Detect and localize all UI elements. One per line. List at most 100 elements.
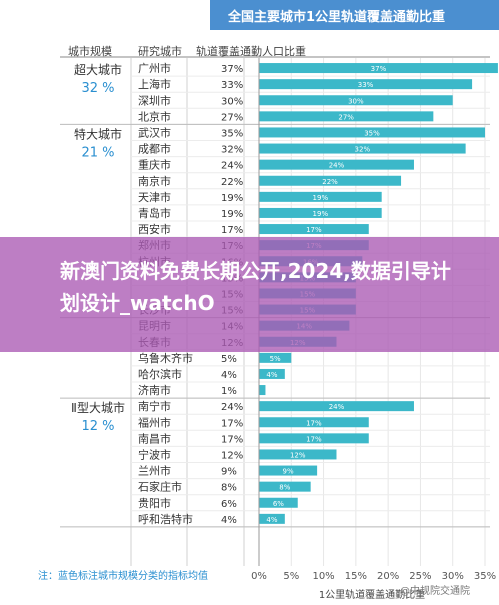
bar-data-label: 30% (348, 97, 364, 105)
bar-data-label: 22% (322, 178, 338, 186)
group-average: 32 % (81, 81, 114, 96)
value-label: 8% (221, 483, 237, 494)
city-label: 福州市 (138, 415, 171, 429)
value-label: 19% (221, 209, 243, 220)
watermark-text: @中规院交通院 (400, 586, 470, 597)
value-label: 32% (221, 145, 243, 156)
value-label: 6% (221, 499, 237, 510)
bar (259, 63, 498, 74)
city-label: 南宁市 (138, 399, 171, 413)
bar-data-label: 12% (290, 451, 306, 459)
chart-title: 全国主要城市1公里轨道覆盖通勤比重 (228, 10, 446, 25)
column-header-city: 研究城市 (138, 45, 182, 58)
chart-title-bar (210, 0, 499, 30)
value-label: 1% (221, 386, 237, 397)
bar-data-label: 17% (306, 419, 322, 427)
bar-data-label: 24% (329, 403, 345, 411)
bar-data-label: 32% (355, 146, 371, 154)
bar-data-label: 33% (358, 81, 374, 89)
value-label: 12% (221, 450, 243, 461)
value-label: 17% (221, 434, 243, 445)
bar (259, 111, 434, 122)
bar (259, 433, 369, 444)
value-label: 17% (221, 418, 243, 429)
city-label: 南京市 (138, 174, 171, 188)
x-tick-label: 25% (409, 571, 431, 582)
bar-data-label: 9% (283, 468, 294, 476)
bar (259, 143, 466, 154)
x-tick-label: 15% (345, 571, 367, 582)
value-label: 9% (221, 467, 237, 478)
x-axis-caption: 1公里轨道覆盖通勤比重 (319, 588, 425, 601)
bar (259, 385, 266, 396)
bar (259, 497, 298, 508)
footnote: 注：蓝色标注城市规模分类的指标均值 (38, 569, 208, 582)
value-label: 4% (221, 515, 237, 526)
city-label: 石家庄市 (138, 480, 182, 494)
bar-data-label: 37% (371, 65, 387, 73)
city-label: 济南市 (138, 383, 171, 397)
group-average: 12 % (81, 419, 114, 434)
value-label: 22% (221, 177, 243, 188)
bar-data-label: 4% (266, 371, 277, 379)
promo-overlay-text: 新澳门资料免费长期公开,2024,数据引导计划设计_watchO (60, 259, 451, 315)
bar-data-label: 19% (313, 194, 329, 202)
bar (259, 127, 485, 138)
bar (259, 449, 337, 460)
value-label: 37% (221, 64, 243, 75)
city-label: 西安市 (138, 222, 171, 236)
bar (259, 513, 285, 524)
bar (259, 175, 402, 186)
column-header-ratio: 轨道覆盖通勤人口比重 (196, 45, 306, 58)
value-label: 30% (221, 96, 243, 107)
bar (259, 417, 369, 428)
bar-data-label: 8% (279, 484, 290, 492)
value-label: 24% (221, 402, 243, 413)
value-label: 5% (221, 354, 237, 365)
bar (259, 191, 382, 202)
bar (259, 465, 318, 476)
bar-data-label: 6% (273, 500, 284, 508)
city-label: 贵阳市 (138, 496, 171, 510)
city-label: 宁波市 (138, 447, 171, 461)
bar-data-label: 5% (270, 355, 281, 363)
bar (259, 79, 473, 90)
x-tick-label: 10% (312, 571, 334, 582)
bar (259, 368, 285, 379)
x-tick-label: 35% (474, 571, 496, 582)
bar-data-label: 4% (266, 516, 277, 524)
group-name: 特大城市 (74, 126, 122, 141)
value-label: 33% (221, 80, 243, 91)
bar (259, 95, 453, 106)
value-label: 27% (221, 112, 243, 123)
x-tick-label: 30% (442, 571, 464, 582)
value-label: 35% (221, 128, 243, 139)
bar-data-label: 19% (313, 210, 329, 218)
value-label: 24% (221, 161, 243, 172)
value-label: 4% (221, 370, 237, 381)
city-label: 天津市 (138, 190, 171, 204)
city-label: 兰州市 (138, 464, 171, 478)
city-label: 南昌市 (138, 431, 171, 445)
bar-data-label: 27% (338, 113, 354, 121)
city-label: 北京市 (138, 109, 171, 123)
x-tick-label: 0% (251, 571, 267, 582)
city-label: 广州市 (138, 61, 171, 75)
city-label: 青岛市 (138, 206, 171, 220)
city-label: 重庆市 (138, 158, 171, 172)
x-tick-label: 20% (377, 571, 399, 582)
bar (259, 159, 414, 170)
bar-data-label: 35% (364, 129, 380, 137)
city-label: 武汉市 (138, 125, 171, 139)
value-label: 17% (221, 225, 243, 236)
city-label: 乌鲁木齐市 (138, 351, 193, 365)
bar (259, 224, 369, 235)
value-label: 19% (221, 193, 243, 204)
x-tick-label: 5% (283, 571, 299, 582)
group-name: 超大城市 (74, 62, 122, 77)
bar-data-label: 17% (306, 226, 322, 234)
group-average: 21 % (81, 145, 114, 160)
city-label: 哈尔滨市 (138, 367, 182, 381)
bar-data-label: 17% (306, 435, 322, 443)
city-label: 呼和浩特市 (138, 512, 193, 526)
